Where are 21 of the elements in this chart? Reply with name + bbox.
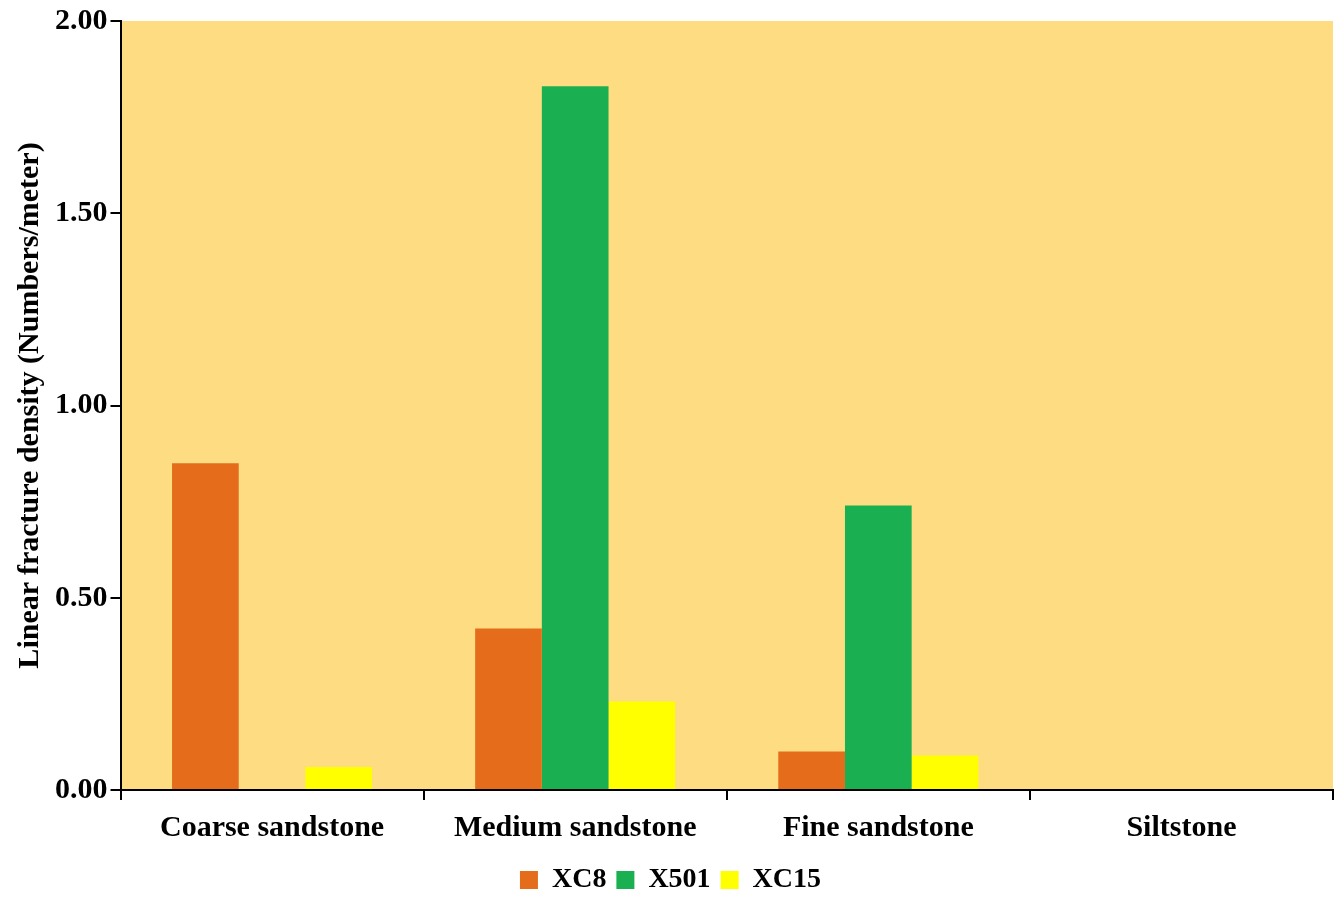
- bar: [608, 701, 676, 789]
- y-tick-label: 2.00: [55, 1, 108, 35]
- y-axis-title: Linear fracture density (Numbers/meter): [10, 142, 45, 669]
- y-tick-label: 1.00: [55, 386, 108, 420]
- bar: [305, 766, 373, 789]
- bar: [844, 505, 912, 789]
- bar: [172, 463, 239, 789]
- x-tick-label: Medium sandstone: [453, 808, 697, 842]
- legend-label: XC15: [752, 862, 822, 894]
- y-tick-label: 1.50: [55, 194, 108, 227]
- bar: [541, 86, 609, 789]
- y-tick-label: 0.00: [55, 770, 108, 804]
- bar: [911, 755, 979, 789]
- bar: [475, 628, 542, 789]
- x-tick-label: Siltstone: [1126, 808, 1237, 842]
- legend-label: X501: [648, 862, 711, 894]
- x-tick-label: Fine sandstone: [782, 808, 974, 842]
- legend-label: XC8: [551, 862, 607, 894]
- y-tick-label: 0.50: [55, 578, 108, 612]
- bar: [778, 751, 845, 789]
- x-tick-label: Coarse sandstone: [159, 808, 385, 842]
